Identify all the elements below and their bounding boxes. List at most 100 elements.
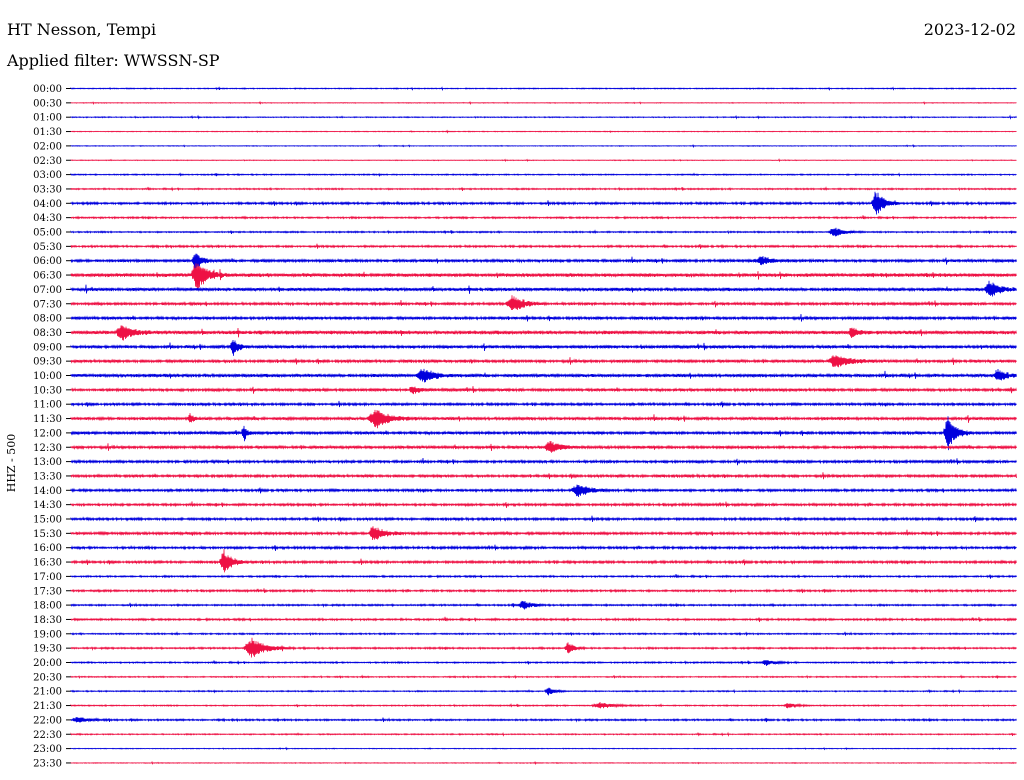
trace-line — [70, 409, 1017, 429]
row-label: 04:00 — [33, 199, 62, 210]
row-label: 00:00 — [33, 84, 62, 95]
trace-line — [70, 484, 1017, 498]
row-label: 14:00 — [33, 486, 62, 497]
trace-line — [70, 158, 1017, 163]
trace-line — [70, 186, 1017, 192]
row-label: 00:30 — [33, 98, 62, 109]
row-label: 23:00 — [33, 744, 62, 755]
trace-line — [70, 295, 1017, 311]
row-label: 16:30 — [33, 558, 62, 569]
trace-line — [70, 100, 1017, 105]
trace-line — [70, 325, 1017, 341]
row-label: 20:30 — [33, 672, 62, 683]
row-label: 08:30 — [33, 328, 62, 339]
row-label: 13:30 — [33, 471, 62, 482]
row-label: 16:00 — [33, 543, 62, 554]
row-label: 15:30 — [33, 529, 62, 540]
trace-line — [70, 457, 1017, 466]
row-label: 12:00 — [33, 428, 62, 439]
trace-line — [70, 253, 1017, 272]
row-label: 20:00 — [33, 658, 62, 669]
row-label: 17:30 — [33, 586, 62, 597]
date-label: 2023-12-02 — [923, 20, 1016, 39]
row-label: 03:30 — [33, 184, 62, 195]
trace-line — [70, 143, 1017, 149]
trace-line — [70, 215, 1017, 220]
trace-line — [70, 243, 1017, 250]
trace-line — [70, 441, 1017, 453]
trace-line — [70, 172, 1017, 178]
row-label: 23:30 — [33, 758, 62, 769]
trace-line — [70, 701, 1017, 709]
trace-line — [70, 515, 1017, 523]
trace-line — [70, 687, 1017, 696]
trace-line — [70, 616, 1017, 623]
trace-line — [70, 355, 1017, 368]
trace-line — [70, 631, 1017, 637]
row-label: 13:00 — [33, 457, 62, 468]
trace-line — [70, 760, 1017, 766]
trace-line — [70, 544, 1017, 551]
trace-line — [70, 314, 1017, 322]
trace-line — [70, 416, 1017, 451]
row-label: 02:00 — [33, 141, 62, 152]
row-label: 10:00 — [33, 371, 62, 382]
row-label: 09:00 — [33, 342, 62, 353]
row-label: 07:30 — [33, 299, 62, 310]
row-label: 03:00 — [33, 170, 62, 181]
trace-line — [70, 746, 1017, 751]
trace-line — [70, 574, 1017, 579]
row-label: 22:30 — [33, 730, 62, 741]
trace-line — [70, 114, 1017, 120]
row-label: 10:30 — [33, 385, 62, 396]
trace-line — [70, 549, 1017, 573]
trace-line — [70, 659, 1017, 666]
row-label: 14:30 — [33, 500, 62, 511]
row-label: 01:30 — [33, 127, 62, 138]
station-title: HT Nesson, Tempi — [7, 20, 157, 39]
trace-line — [70, 526, 1017, 541]
row-label: 05:30 — [33, 242, 62, 253]
row-label: 06:00 — [33, 256, 62, 267]
trace-line — [70, 587, 1017, 594]
row-label: 15:00 — [33, 515, 62, 526]
row-label: 19:00 — [33, 629, 62, 640]
trace-line — [70, 501, 1017, 508]
trace-line — [70, 129, 1017, 134]
trace-line — [70, 731, 1017, 737]
row-label: 21:00 — [33, 687, 62, 698]
trace-line — [70, 472, 1017, 480]
row-label: 19:30 — [33, 644, 62, 655]
row-label: 04:30 — [33, 213, 62, 224]
row-label: 21:30 — [33, 701, 62, 712]
trace-line — [70, 263, 1017, 290]
row-label: 18:30 — [33, 615, 62, 626]
row-label: 06:30 — [33, 271, 62, 282]
trace-line — [70, 400, 1017, 408]
trace-line — [70, 674, 1017, 680]
row-label: 17:00 — [33, 572, 62, 583]
row-label: 18:00 — [33, 601, 62, 612]
trace-line — [70, 227, 1017, 237]
trace-line — [70, 86, 1017, 92]
row-label: 09:30 — [33, 357, 62, 368]
trace-line — [70, 339, 1017, 356]
row-label: 11:00 — [33, 400, 62, 411]
row-label: 22:00 — [33, 715, 62, 726]
row-label: 08:00 — [33, 314, 62, 325]
trace-line — [70, 637, 1017, 658]
row-label: 07:00 — [33, 285, 62, 296]
row-label: 05:00 — [33, 228, 62, 239]
trace-line — [70, 717, 1017, 723]
row-label: 02:30 — [33, 156, 62, 167]
row-label: 12:30 — [33, 443, 62, 454]
row-label: 11:30 — [33, 414, 62, 425]
filter-label: Applied filter: WWSSN-SP — [7, 51, 220, 70]
trace-line — [70, 280, 1017, 297]
trace-line — [70, 600, 1017, 610]
trace-line — [70, 386, 1017, 395]
row-label: 01:00 — [33, 113, 62, 124]
trace-line — [70, 191, 1017, 215]
trace-line — [70, 368, 1017, 383]
